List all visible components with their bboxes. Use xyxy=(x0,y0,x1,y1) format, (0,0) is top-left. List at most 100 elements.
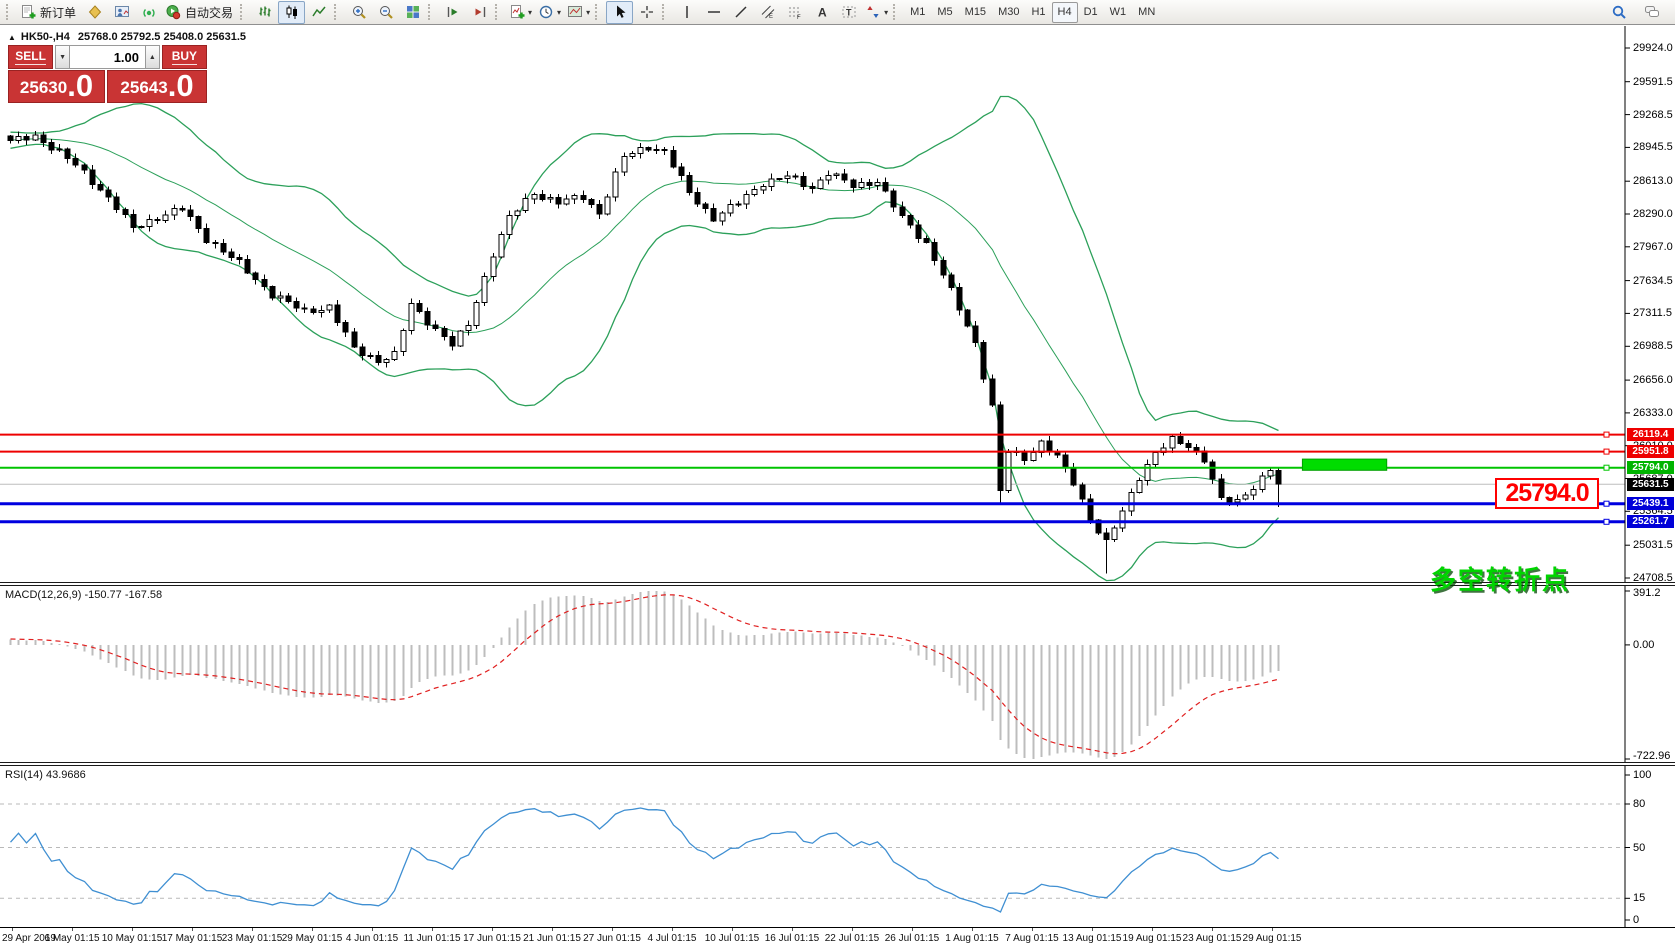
time-axis-tick xyxy=(612,928,613,931)
price-line-label-chip: 26119.4 xyxy=(1627,428,1674,442)
trendline-button[interactable] xyxy=(727,1,754,24)
templates-button[interactable]: ▾ xyxy=(564,1,593,24)
price-tick-label: 26333.0 xyxy=(1633,406,1673,419)
data-window-icon xyxy=(114,6,129,17)
market-watch-button[interactable] xyxy=(81,1,108,24)
turning-point-annotation[interactable]: 多空转折点 xyxy=(1430,565,1571,595)
indicators-list-button[interactable]: ▾ xyxy=(506,1,535,24)
price-tick-label: 28945.5 xyxy=(1633,141,1673,154)
data-window-button[interactable] xyxy=(108,1,135,24)
sell-price-display[interactable]: 25630.0 xyxy=(8,70,105,103)
clock-icon xyxy=(539,5,553,19)
arrows-button[interactable]: ▾ xyxy=(862,1,891,24)
signals-icon xyxy=(142,9,155,17)
chartshift-icon xyxy=(475,7,485,17)
time-axis-label: 17 Jun 01:15 xyxy=(463,933,521,944)
horizontal-line-button[interactable] xyxy=(700,1,727,24)
equidistant-channel-button[interactable]: E xyxy=(754,1,781,24)
time-axis[interactable]: 29 Apr 2019 6 May 01:15 10 May 01:15 17 May… xyxy=(0,927,1675,951)
macd-tick-label: 391.2 xyxy=(1633,587,1661,599)
timeframe-m30[interactable]: M30 xyxy=(998,6,1020,18)
text-button[interactable]: A xyxy=(808,1,835,24)
fibonacci-button[interactable]: F xyxy=(781,1,808,24)
tline-icon xyxy=(735,6,747,18)
main-chart-canvas[interactable] xyxy=(0,26,1675,582)
timeframe-m5[interactable]: M5 xyxy=(937,6,953,18)
price-tick-label: 26656.0 xyxy=(1633,374,1673,387)
autotrading-button[interactable]: 自动交易 xyxy=(162,1,238,24)
fibo-icon: F xyxy=(788,7,801,20)
collapse-arrow-icon[interactable]: ▲ xyxy=(8,33,16,42)
time-axis-tick xyxy=(132,928,133,931)
add-indicator-icon xyxy=(511,5,525,19)
text-label-button[interactable]: T xyxy=(835,1,862,24)
time-axis-tick xyxy=(312,928,313,931)
price-tick-label: 29591.5 xyxy=(1633,75,1673,88)
rsi-canvas[interactable] xyxy=(0,766,1675,927)
svg-text:E: E xyxy=(769,14,773,20)
cursor-button[interactable] xyxy=(606,0,634,24)
price-tick-label: 27967.0 xyxy=(1633,240,1673,253)
candles-icon xyxy=(286,5,297,19)
macd-tick-label: 0.00 xyxy=(1633,638,1655,651)
volume-input[interactable] xyxy=(70,45,145,69)
buy-price-display[interactable]: 25643.0 xyxy=(107,70,207,103)
timeframe-h4[interactable]: H4 xyxy=(1051,1,1078,23)
timeframe-h1[interactable]: H1 xyxy=(1031,6,1046,18)
chevron-down-icon: ▾ xyxy=(884,7,889,17)
signals-button[interactable] xyxy=(135,1,162,24)
textlabel-icon: T xyxy=(842,6,856,18)
zoom-out-button[interactable] xyxy=(372,1,399,24)
price-line-label-chip: 25794.0 xyxy=(1627,461,1674,475)
time-axis-label: 23 Aug 01:15 xyxy=(1182,933,1242,944)
time-axis-tick xyxy=(492,928,493,931)
price-callout-box[interactable]: 25794.0 xyxy=(1495,478,1599,509)
timeframe-d1[interactable]: D1 xyxy=(1083,6,1098,18)
crosshair-button[interactable] xyxy=(633,1,660,24)
tile-windows-button[interactable] xyxy=(399,1,426,24)
auto-scroll-button[interactable] xyxy=(439,1,466,24)
linechart-icon xyxy=(311,6,326,17)
candlestick-chart-button[interactable] xyxy=(278,0,306,24)
panel-separator[interactable] xyxy=(0,762,1675,766)
ohlc-values: 25768.0 25792.5 25408.0 25631.5 xyxy=(77,31,247,43)
volume-increase-button[interactable]: ▲ xyxy=(145,45,160,69)
sell-button[interactable]: SELL xyxy=(8,45,54,69)
chart-shift-button[interactable] xyxy=(466,1,493,24)
time-axis-label: 11 Jun 01:15 xyxy=(403,933,461,944)
buy-button[interactable]: BUY xyxy=(161,45,207,69)
timeframe-m15[interactable]: M15 xyxy=(964,6,987,18)
timeframe-m1[interactable]: M1 xyxy=(910,6,926,18)
chevron-down-icon: ▾ xyxy=(557,7,562,17)
volume-decrease-button[interactable]: ▼ xyxy=(55,45,70,69)
periods-button[interactable]: ▾ xyxy=(535,1,564,24)
toolbar-grip xyxy=(662,4,669,20)
time-axis-label: 7 Aug 01:15 xyxy=(1005,933,1059,944)
chat-icon xyxy=(1644,6,1659,17)
zoom-in-button[interactable] xyxy=(345,1,372,24)
vertical-line-button[interactable] xyxy=(673,1,700,24)
time-axis-label: 22 Jul 01:15 xyxy=(824,933,880,944)
time-axis-label: 29 May 01:15 xyxy=(281,933,343,944)
time-axis-tick xyxy=(1272,928,1273,931)
line-chart-button[interactable] xyxy=(305,1,332,24)
timeframe-w1[interactable]: W1 xyxy=(1109,6,1127,18)
channel-icon: E xyxy=(761,5,774,20)
time-axis-label: 10 May 01:15 xyxy=(101,933,163,944)
macd-label: MACD(12,26,9) -150.77 -167.58 xyxy=(5,589,163,601)
autoscroll-icon xyxy=(447,7,458,17)
search-button[interactable] xyxy=(1605,1,1632,24)
timeframe-mn[interactable]: MN xyxy=(1138,6,1156,18)
zoom-out-icon xyxy=(379,6,393,19)
new-order-button[interactable]: 新订单 xyxy=(17,1,81,24)
time-axis-tick xyxy=(72,928,73,931)
panel-separator[interactable] xyxy=(0,582,1675,586)
macd-canvas[interactable] xyxy=(0,586,1675,762)
bar-chart-button[interactable] xyxy=(251,1,278,24)
time-axis-label: 1 Aug 01:15 xyxy=(945,933,999,944)
time-axis-label: 19 Aug 01:15 xyxy=(1122,933,1182,944)
price-tick-label: 29268.5 xyxy=(1633,108,1673,121)
chat-button[interactable] xyxy=(1638,1,1665,24)
time-axis-tick xyxy=(372,928,373,931)
time-axis-tick xyxy=(252,928,253,931)
